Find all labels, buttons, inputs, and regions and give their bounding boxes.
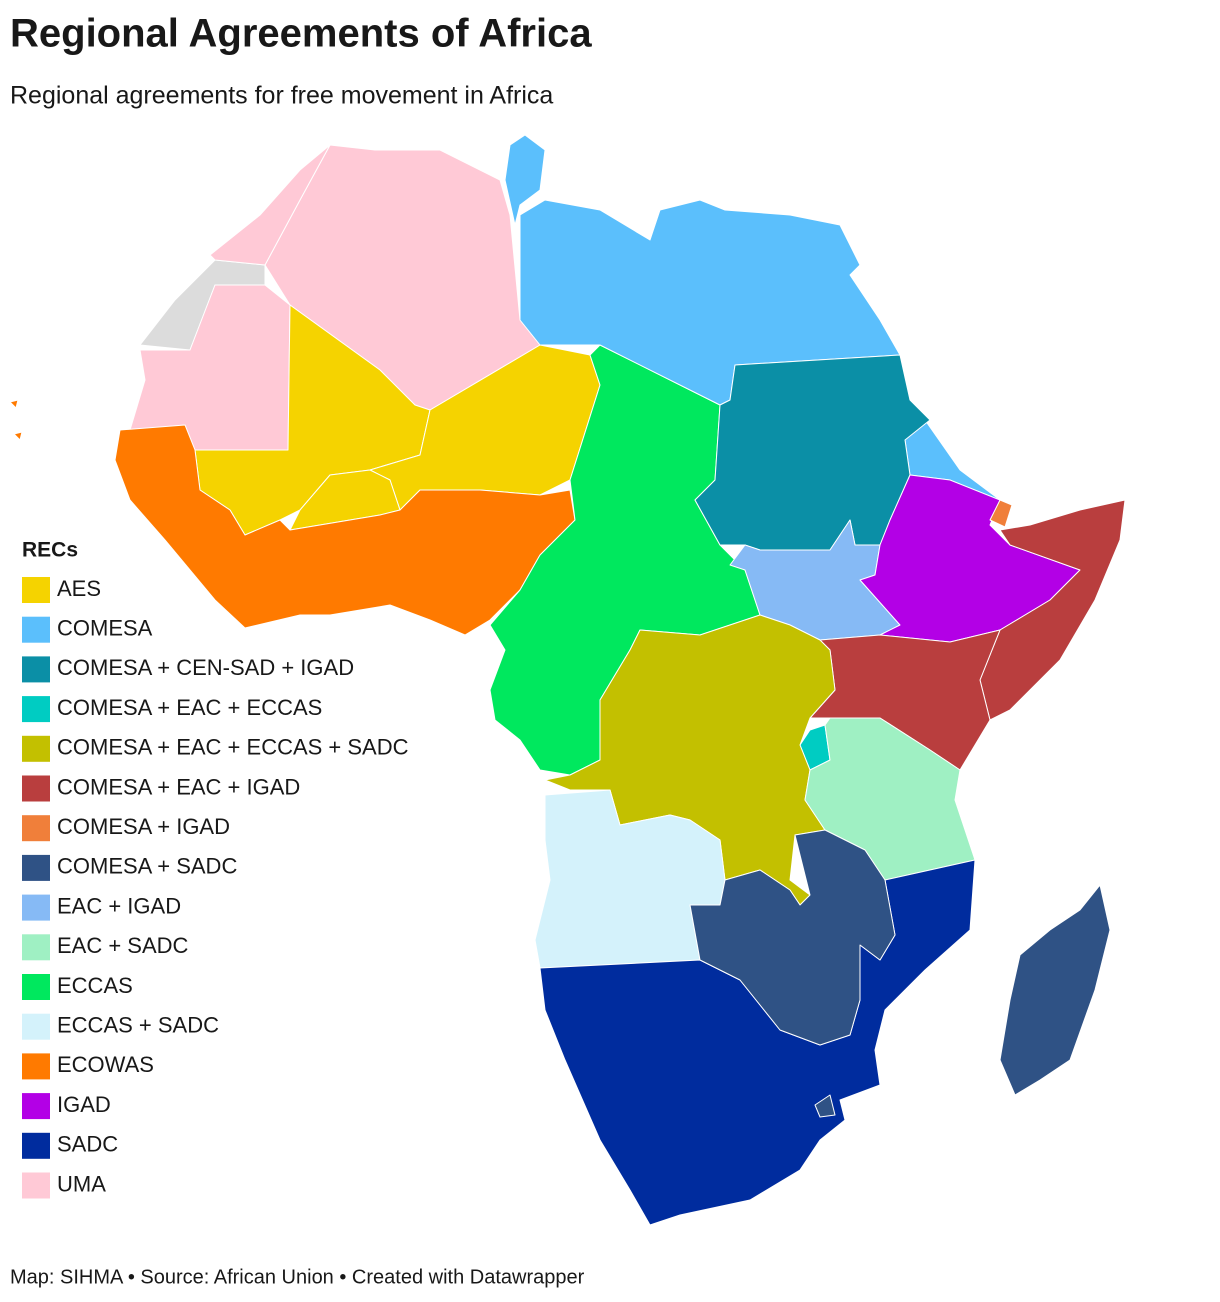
legend-label: ECOWAS [57,1052,154,1077]
legend-label: EAC + SADC [57,933,189,958]
footer: Map: SIHMA • Source: African Union • Cre… [10,1266,585,1288]
region [9,399,19,409]
region [519,199,901,406]
legend-swatch [22,815,50,842]
legend-swatch [22,974,50,1000]
legend-label: COMESA + EAC + IGAD [57,774,300,799]
legend-label: SADC [57,1132,118,1157]
subtitle: Regional agreements for free movement in… [10,82,553,110]
legend-swatch [22,735,50,762]
legend-label: COMESA + EAC + ECCAS [57,695,322,720]
legend-label: AES [57,576,101,601]
legend-label: COMESA [57,616,153,641]
legend: AES COMESA COMESA + CEN-SAD + IGAD COMESA +… [22,576,409,1199]
legend-swatch [22,854,50,881]
region [504,134,546,226]
region [999,884,1111,1096]
region [129,284,291,451]
legend-swatch [22,934,50,961]
legend-label: COMESA + SADC [57,854,237,879]
legend-label: COMESA + EAC + ECCAS + SADC [57,735,409,760]
legend-label: IGAD [57,1092,111,1117]
legend-swatch [22,696,50,723]
legend-label: ECCAS + SADC [57,1013,219,1038]
region [13,431,23,441]
title: Regional Agreements of Africa [10,12,592,56]
legend-swatch [22,1053,50,1080]
region [979,499,1126,721]
region [989,499,1013,528]
map [9,134,1126,1226]
legend-swatch [22,1132,50,1159]
legend-swatch [22,577,50,603]
legend-label: COMESA + CEN-SAD + IGAD [57,655,354,680]
legend-label: ECCAS [57,973,133,998]
legend-label: COMESA + IGAD [57,814,230,839]
region [209,144,331,266]
legend-label: EAC + IGAD [57,893,181,918]
region [814,1094,836,1118]
legend-swatch [22,894,50,921]
region [689,829,896,1046]
legend-swatch [22,1013,50,1040]
legend-swatch [22,656,50,683]
legend-title: RECs [22,539,78,562]
legend-swatch [22,775,50,802]
legend-swatch [22,616,50,643]
legend-label: UMA [57,1171,106,1196]
legend-swatch [22,1093,50,1120]
legend-swatch [22,1172,50,1199]
